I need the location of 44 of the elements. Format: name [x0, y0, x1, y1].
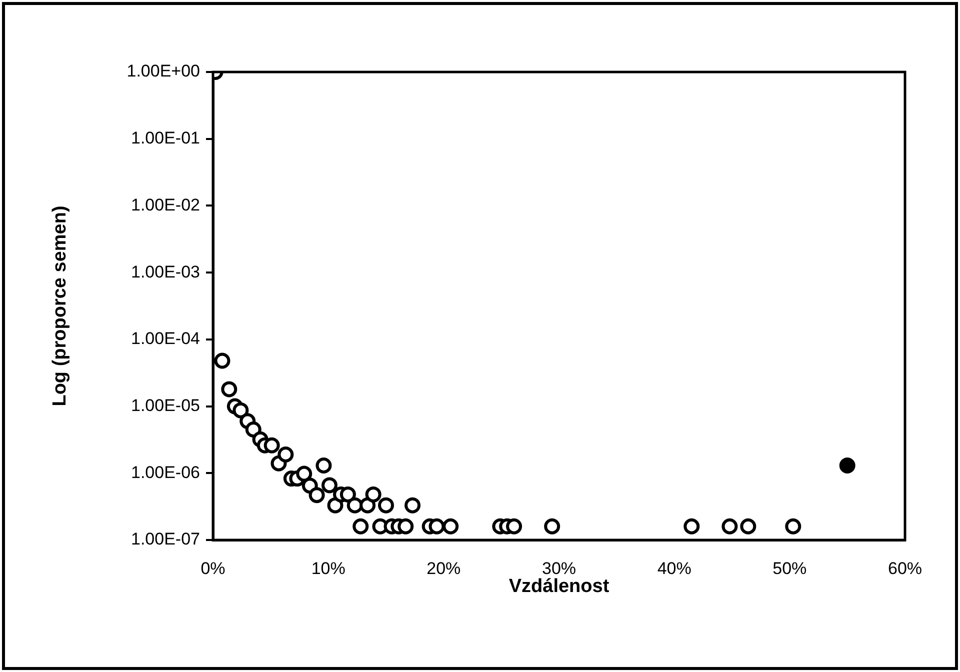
point [378, 497, 394, 514]
point [684, 518, 700, 534]
y-tick-label: 1.00E-05 [131, 396, 200, 415]
point [327, 497, 344, 514]
y-tick-label: 1.00E-07 [131, 530, 200, 549]
y-axis-title: Log (proporce semen) [50, 206, 71, 406]
point [365, 486, 382, 502]
point [221, 381, 238, 398]
x-tick-label: 20% [426, 558, 461, 578]
point [360, 497, 376, 514]
y-tick-label: 1.00E-03 [131, 262, 200, 282]
point [722, 518, 738, 534]
point [740, 518, 756, 534]
point [839, 458, 856, 474]
point [264, 437, 280, 454]
point [308, 487, 325, 504]
point [340, 486, 356, 502]
point [296, 466, 312, 482]
point [506, 518, 522, 534]
x-tick-label: 60% [888, 558, 922, 578]
x-tick-label: 10% [311, 558, 346, 578]
point [278, 446, 294, 463]
point [316, 458, 332, 474]
point [346, 497, 363, 514]
point [785, 518, 802, 534]
point [321, 477, 338, 494]
point [404, 497, 421, 514]
point [544, 518, 560, 534]
point [214, 352, 230, 369]
x-axis-title: Vzdálenost [508, 576, 610, 597]
x-tick-label: 50% [772, 558, 807, 578]
point [232, 402, 249, 418]
y-tick-label: 1.00E+00 [126, 62, 200, 81]
point [352, 518, 369, 534]
y-tick-label: 1.00E-04 [131, 329, 200, 348]
point [428, 518, 445, 534]
point [398, 518, 414, 534]
point [442, 518, 459, 534]
y-tick-label: 1.00E-01 [131, 128, 200, 148]
x-tick-label: 40% [657, 558, 692, 578]
y-tick-label: 1.00E-02 [131, 195, 200, 214]
x-tick-label: 0% [200, 558, 226, 578]
x-tick-label: 30% [542, 558, 576, 578]
y-tick-label: 1.00E-06 [131, 462, 200, 482]
